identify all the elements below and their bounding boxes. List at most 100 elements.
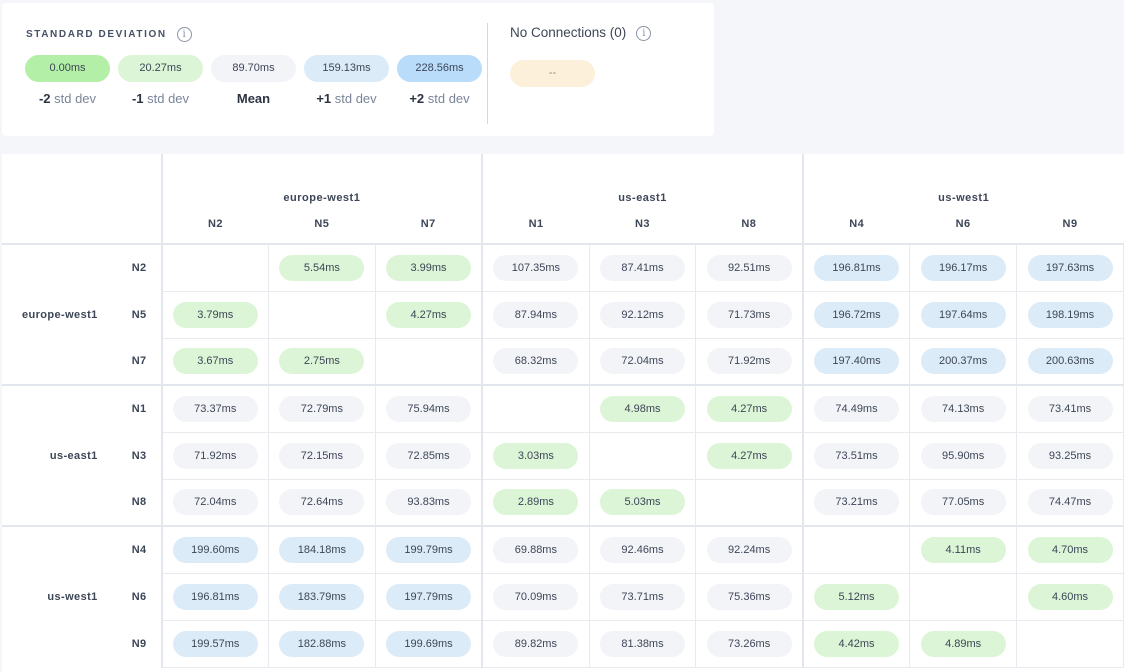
latency-value[interactable]: 73.26ms bbox=[706, 630, 792, 657]
latency-value[interactable]: 72.15ms bbox=[279, 442, 365, 469]
matrix-cell: 199.57ms bbox=[160, 619, 269, 668]
latency-value[interactable]: 196.17ms bbox=[920, 254, 1006, 281]
latency-value[interactable]: 200.63ms bbox=[1027, 348, 1113, 375]
column-node-header: N8 bbox=[741, 217, 757, 230]
matrix-cell: 200.37ms bbox=[909, 337, 1018, 386]
latency-value[interactable]: 72.04ms bbox=[600, 348, 686, 375]
latency-value[interactable]: 93.25ms bbox=[1027, 442, 1113, 469]
latency-value[interactable]: 199.79ms bbox=[386, 536, 472, 563]
latency-value[interactable]: 92.12ms bbox=[600, 301, 686, 328]
latency-value[interactable]: 75.94ms bbox=[386, 395, 472, 422]
matrix-cell: 3.03ms bbox=[481, 431, 590, 480]
matrix-cell: 196.81ms bbox=[801, 243, 911, 292]
latency-value[interactable]: 4.98ms bbox=[600, 395, 686, 422]
latency-value[interactable]: 198.19ms bbox=[1027, 301, 1113, 328]
table-row: N9 199.57ms 182.88ms 199.69ms 89.82ms 81.38ms… bbox=[2, 619, 1124, 668]
latency-value[interactable]: 4.11ms bbox=[920, 536, 1006, 563]
latency-value[interactable]: 197.63ms bbox=[1027, 254, 1113, 281]
matrix-cell: 72.04ms bbox=[588, 337, 697, 386]
latency-value[interactable]: 184.18ms bbox=[279, 536, 365, 563]
legend-item: 159.13ms +1 std dev bbox=[304, 55, 389, 106]
legend-item: 20.27ms -1 std dev bbox=[118, 55, 203, 106]
latency-value[interactable]: 74.13ms bbox=[920, 395, 1006, 422]
latency-value[interactable]: 70.09ms bbox=[493, 583, 579, 610]
matrix-cell: 70.09ms bbox=[481, 572, 590, 621]
latency-value[interactable]: 199.60ms bbox=[172, 536, 258, 563]
latency-value[interactable]: 73.71ms bbox=[600, 583, 686, 610]
latency-value[interactable]: 92.24ms bbox=[706, 536, 792, 563]
matrix-cell: 4.60ms bbox=[1016, 572, 1124, 621]
info-icon[interactable]: i bbox=[636, 25, 652, 41]
latency-value[interactable]: 71.92ms bbox=[706, 348, 792, 375]
latency-value[interactable]: 183.79ms bbox=[279, 583, 365, 610]
latency-value[interactable]: 196.81ms bbox=[172, 583, 258, 610]
latency-value[interactable]: 95.90ms bbox=[920, 442, 1006, 469]
latency-value[interactable]: 71.73ms bbox=[706, 301, 792, 328]
info-icon[interactable]: i bbox=[176, 27, 192, 42]
latency-value[interactable]: 2.89ms bbox=[493, 489, 579, 516]
latency-value[interactable]: 107.35ms bbox=[493, 254, 579, 281]
latency-value[interactable]: 3.67ms bbox=[172, 348, 258, 375]
latency-value[interactable]: 74.47ms bbox=[1027, 489, 1113, 516]
latency-value[interactable]: 4.27ms bbox=[706, 442, 792, 469]
latency-value[interactable]: 4.27ms bbox=[706, 395, 792, 422]
latency-value[interactable]: 4.27ms bbox=[386, 301, 472, 328]
latency-value[interactable]: 87.94ms bbox=[493, 301, 579, 328]
latency-value[interactable]: 72.85ms bbox=[386, 442, 472, 469]
latency-value[interactable]: 74.49ms bbox=[814, 395, 900, 422]
latency-value[interactable]: 196.72ms bbox=[814, 301, 900, 328]
latency-value[interactable]: 3.03ms bbox=[493, 442, 579, 469]
latency-value[interactable]: 89.82ms bbox=[493, 630, 579, 657]
latency-value[interactable]: 4.89ms bbox=[920, 630, 1006, 657]
matrix-cell bbox=[481, 384, 590, 433]
latency-value[interactable]: 199.57ms bbox=[172, 630, 258, 657]
latency-value[interactable]: 4.42ms bbox=[814, 630, 900, 657]
latency-value[interactable]: 81.38ms bbox=[600, 630, 686, 657]
latency-value[interactable]: 3.79ms bbox=[172, 301, 258, 328]
latency-value[interactable]: 72.64ms bbox=[279, 489, 365, 516]
latency-value[interactable]: 72.04ms bbox=[172, 489, 258, 516]
legend-label: Mean bbox=[211, 91, 296, 106]
row-region-header: us-west1 bbox=[2, 525, 114, 667]
latency-value[interactable]: 197.64ms bbox=[920, 301, 1006, 328]
latency-value[interactable]: 92.51ms bbox=[706, 254, 792, 281]
matrix-cell: 92.12ms bbox=[588, 290, 697, 339]
matrix-cell: 107.35ms bbox=[481, 243, 590, 292]
latency-value[interactable]: 73.37ms bbox=[172, 395, 258, 422]
table-row: N5 3.79ms 4.27ms 87.94ms 92.12ms 71.73ms 196.7… bbox=[2, 290, 1124, 339]
latency-value[interactable]: 71.92ms bbox=[172, 442, 258, 469]
latency-value[interactable]: 5.12ms bbox=[814, 583, 900, 610]
latency-value[interactable]: 93.83ms bbox=[386, 489, 472, 516]
latency-value[interactable]: 92.46ms bbox=[600, 536, 686, 563]
latency-value[interactable]: 73.41ms bbox=[1027, 395, 1113, 422]
latency-value[interactable]: 200.37ms bbox=[920, 348, 1006, 375]
matrix-cell: 75.36ms bbox=[695, 572, 804, 621]
latency-value[interactable]: 4.60ms bbox=[1027, 583, 1113, 610]
column-node-header: N4 bbox=[801, 204, 910, 244]
latency-value[interactable]: 5.03ms bbox=[600, 489, 686, 516]
latency-value[interactable]: 77.05ms bbox=[920, 489, 1006, 516]
latency-value[interactable]: 4.70ms bbox=[1027, 536, 1113, 563]
latency-value[interactable]: 2.75ms bbox=[279, 348, 365, 375]
latency-value[interactable]: 3.99ms bbox=[386, 254, 472, 281]
latency-value[interactable]: 69.88ms bbox=[493, 536, 579, 563]
latency-value[interactable]: 182.88ms bbox=[279, 630, 365, 657]
latency-value[interactable]: 197.40ms bbox=[814, 348, 900, 375]
latency-value[interactable]: 199.69ms bbox=[386, 630, 472, 657]
latency-value[interactable]: 72.79ms bbox=[279, 395, 365, 422]
latency-value[interactable]: 68.32ms bbox=[493, 348, 579, 375]
latency-value[interactable]: 75.36ms bbox=[706, 583, 792, 610]
no-connections-pill: -- bbox=[510, 60, 595, 87]
latency-value[interactable]: 73.21ms bbox=[814, 489, 900, 516]
latency-value[interactable]: 196.81ms bbox=[814, 254, 900, 281]
table-row: N3 71.92ms 72.15ms 72.85ms 3.03ms 4.27ms 73.51… bbox=[2, 431, 1124, 480]
matrix-cell: 75.94ms bbox=[374, 384, 483, 433]
latency-value[interactable]: 5.54ms bbox=[279, 254, 365, 281]
matrix-cell: 199.69ms bbox=[374, 619, 483, 668]
latency-value[interactable]: 197.79ms bbox=[386, 583, 472, 610]
matrix-cell: 72.64ms bbox=[267, 478, 376, 527]
legend-label-suffix: std dev bbox=[424, 91, 470, 106]
latency-value[interactable]: 87.41ms bbox=[600, 254, 686, 281]
latency-value[interactable]: 73.51ms bbox=[814, 442, 900, 469]
matrix-cell: 197.63ms bbox=[1016, 243, 1124, 292]
